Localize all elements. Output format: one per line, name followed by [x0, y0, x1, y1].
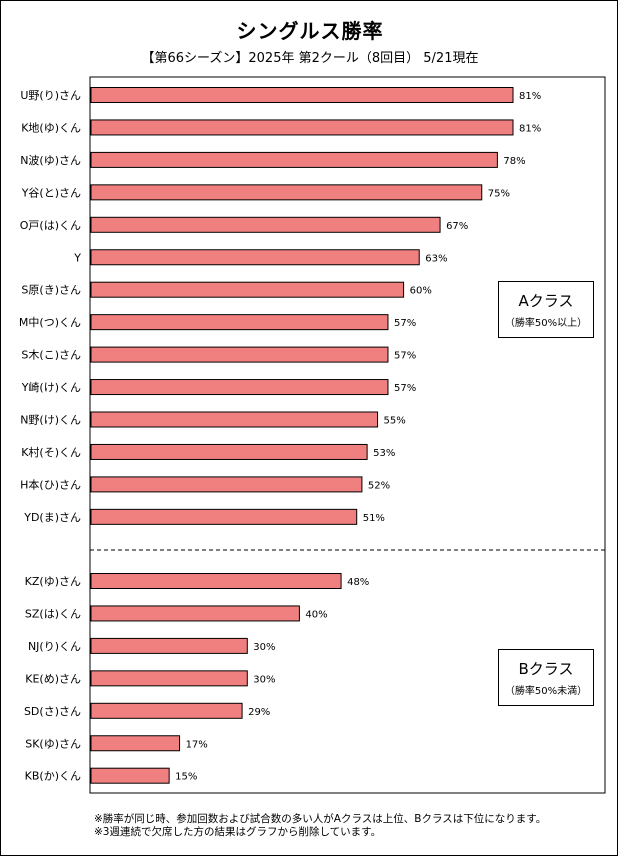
bar [90, 637, 248, 654]
data-label: 63% [425, 253, 447, 264]
bar [90, 249, 420, 266]
class-b-box: Bクラス （勝率50%未満） [498, 649, 594, 706]
data-label: 67% [446, 221, 468, 232]
category-label: KZ(ゆ)さん [25, 575, 81, 588]
category-label: KE(め)さん [25, 672, 81, 685]
category-label: S原(き)さん [21, 284, 81, 297]
bar [90, 151, 498, 168]
data-label: 57% [394, 351, 416, 362]
data-label: 57% [394, 318, 416, 329]
footnotes: ※勝率が同じ時、参加回数および試合数の多い人がAクラスは上位、Bクラスは下位にな… [94, 813, 546, 839]
bar [90, 119, 514, 136]
data-label: 52% [368, 480, 390, 491]
data-label: 53% [373, 448, 395, 459]
bar [90, 184, 483, 201]
data-label: 81% [519, 123, 541, 134]
category-label: KB(か)くん [25, 770, 81, 783]
bar [90, 379, 389, 396]
data-label: 17% [186, 739, 208, 750]
data-label: 51% [363, 513, 385, 524]
class-b-description: （勝率50%未満） [504, 686, 588, 697]
footnote: ※勝率が同じ時、参加回数および試合数の多い人がAクラスは上位、Bクラスは下位にな… [94, 813, 547, 825]
data-label: 55% [384, 416, 406, 427]
bar [90, 670, 248, 687]
category-label: YD(ま)さん [23, 511, 81, 524]
bar [90, 216, 441, 233]
bar [90, 735, 181, 752]
bar [90, 443, 368, 460]
bar [90, 605, 300, 622]
data-label: 48% [347, 577, 369, 588]
class-b-name: Bクラス [518, 660, 574, 678]
class-a-description: （勝率50%以上） [504, 318, 588, 329]
bar [90, 508, 358, 525]
bar [90, 767, 170, 784]
category-label: Y [73, 251, 81, 264]
bar [90, 411, 379, 428]
data-label: 40% [305, 609, 327, 620]
category-label: NJ(り)くん [28, 640, 81, 653]
bar [90, 281, 405, 298]
data-label: 81% [519, 91, 541, 102]
bar [90, 573, 342, 589]
bar-chart: U野(り)さん 81% K地(ゆ)くん 81% N波(ゆ)さん 78% Y谷(と)さん 75%… [19, 76, 606, 794]
data-label: 15% [175, 772, 197, 783]
category-label: M中(つ)くん [19, 316, 81, 329]
category-label: S木(こ)さん [21, 349, 81, 362]
data-label: 30% [253, 642, 275, 653]
category-label: SZ(は)くん [25, 607, 81, 620]
category-label: H本(ひ)さん [20, 477, 81, 491]
bar [90, 702, 243, 719]
category-label: Y崎(け)くん [21, 380, 81, 394]
chart-title: シングルス勝率 [236, 19, 384, 43]
bar [90, 346, 389, 363]
data-label: 60% [410, 286, 432, 297]
category-label: Y谷(と)さん [21, 186, 81, 199]
bar [90, 314, 389, 331]
data-label: 78% [503, 156, 525, 167]
category-label: K村(そ)くん [21, 445, 81, 459]
class-a-name: Aクラス [518, 292, 574, 310]
data-label: 57% [394, 383, 416, 394]
category-label: K地(ゆ)くん [21, 121, 81, 134]
data-label: 75% [488, 188, 510, 199]
bar-group: U野(り)さん 81% K地(ゆ)くん 81% N波(ゆ)さん 78% Y谷(と)さん 75%… [19, 87, 541, 784]
category-label: SK(ゆ)さん [25, 737, 81, 750]
category-label: N野(け)くん [20, 414, 81, 427]
class-a-box: Aクラス （勝率50%以上） [498, 281, 594, 338]
category-label: N波(ゆ)さん [20, 154, 81, 167]
category-label: SD(さ)さん [24, 705, 81, 718]
bar [90, 87, 514, 103]
footnote: ※3週連続で欠席した方の結果はグラフから削除しています。 [94, 826, 382, 838]
chart-subtitle: 【第66シーズン】2025年 第2クール（8回目） 5/21現在 [141, 51, 479, 66]
data-label: 29% [248, 707, 270, 718]
data-label: 30% [253, 674, 275, 685]
category-label: O戸(は)くん [20, 219, 81, 232]
bar [90, 476, 363, 493]
category-label: U野(り)さん [20, 89, 81, 102]
